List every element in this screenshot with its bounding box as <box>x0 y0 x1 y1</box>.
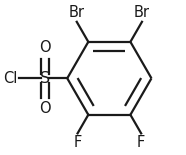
Text: Br: Br <box>134 5 150 20</box>
Text: Br: Br <box>69 5 85 20</box>
Text: O: O <box>39 101 51 116</box>
Text: F: F <box>73 135 82 150</box>
Text: Cl: Cl <box>3 71 18 86</box>
Text: F: F <box>137 135 145 150</box>
Text: O: O <box>39 40 51 55</box>
Text: S: S <box>40 71 50 86</box>
